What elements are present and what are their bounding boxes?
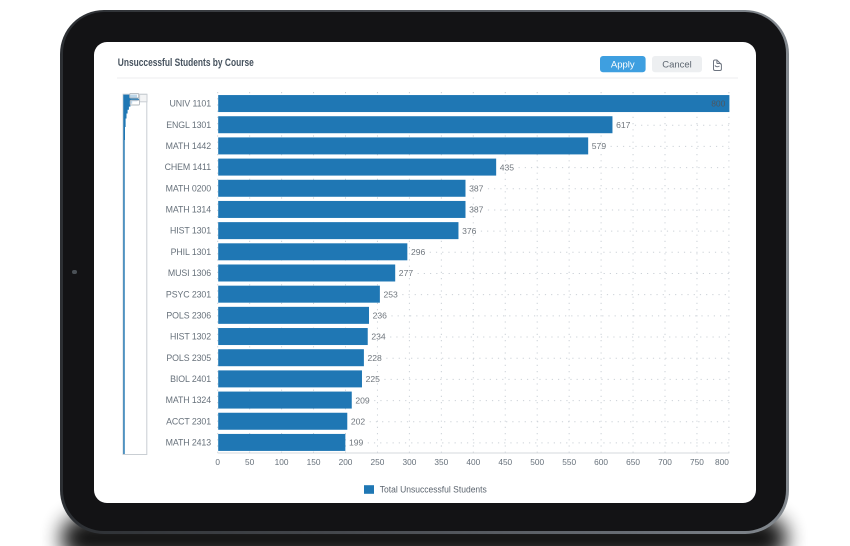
svg-text:Total Unsuccessful Students: Total Unsuccessful Students <box>380 485 487 495</box>
svg-text:MATH 1314: MATH 1314 <box>166 205 212 215</box>
svg-text:Cancel: Cancel <box>662 59 692 70</box>
svg-text:MATH 1442: MATH 1442 <box>166 141 212 151</box>
svg-text:PSYC 2301: PSYC 2301 <box>166 289 211 299</box>
svg-text:Unsuccessful Students by Cours: Unsuccessful Students by Course <box>118 57 254 69</box>
svg-text:PHIL 1301: PHIL 1301 <box>171 247 212 257</box>
svg-text:450: 450 <box>498 457 512 467</box>
svg-text:700: 700 <box>658 457 672 467</box>
svg-text:350: 350 <box>434 457 448 467</box>
svg-text:Apply: Apply <box>611 59 635 70</box>
svg-text:253: 253 <box>383 289 398 299</box>
svg-text:POLS 2305: POLS 2305 <box>166 353 211 363</box>
svg-text:50: 50 <box>245 457 255 467</box>
svg-text:617: 617 <box>616 120 631 130</box>
svg-text:234: 234 <box>371 332 386 342</box>
svg-text:MUSI 1306: MUSI 1306 <box>168 268 211 278</box>
svg-text:387: 387 <box>469 205 484 215</box>
svg-text:800: 800 <box>711 99 725 109</box>
svg-text:225: 225 <box>366 374 381 384</box>
svg-text:228: 228 <box>367 353 382 363</box>
svg-text:387: 387 <box>469 183 484 193</box>
svg-text:MATH 0200: MATH 0200 <box>166 183 212 193</box>
svg-text:199: 199 <box>349 438 364 448</box>
svg-text:250: 250 <box>371 457 385 467</box>
svg-text:500: 500 <box>530 457 544 467</box>
svg-text:202: 202 <box>351 416 366 426</box>
svg-text:100: 100 <box>275 457 289 467</box>
svg-text:300: 300 <box>402 457 416 467</box>
svg-text:400: 400 <box>466 457 480 467</box>
svg-text:200: 200 <box>339 457 353 467</box>
svg-text:POLS 2306: POLS 2306 <box>166 310 211 320</box>
svg-text:BIOL 2401: BIOL 2401 <box>170 374 211 384</box>
svg-text:HIST 1302: HIST 1302 <box>170 332 211 342</box>
svg-text:236: 236 <box>373 311 388 321</box>
svg-text:UNIV 1101: UNIV 1101 <box>170 99 212 109</box>
svg-text:150: 150 <box>307 457 321 467</box>
svg-text:MATH 1324: MATH 1324 <box>166 395 212 405</box>
svg-text:435: 435 <box>500 162 515 172</box>
svg-text:MATH 2413: MATH 2413 <box>166 438 212 448</box>
svg-text:296: 296 <box>411 247 426 257</box>
svg-text:ACCT 2301: ACCT 2301 <box>166 416 211 426</box>
svg-text:HIST 1301: HIST 1301 <box>170 226 211 236</box>
svg-text:209: 209 <box>355 395 370 405</box>
svg-text:CHEM 1411: CHEM 1411 <box>165 162 212 172</box>
svg-text:600: 600 <box>594 457 608 467</box>
svg-text:ENGL 1301: ENGL 1301 <box>166 120 211 130</box>
svg-text:800: 800 <box>715 457 729 467</box>
svg-text:550: 550 <box>562 457 576 467</box>
svg-text:750: 750 <box>690 457 704 467</box>
svg-text:650: 650 <box>626 457 640 467</box>
svg-text:277: 277 <box>399 268 414 278</box>
svg-text:0: 0 <box>215 457 220 467</box>
svg-text:579: 579 <box>592 141 607 151</box>
svg-text:376: 376 <box>462 226 477 236</box>
